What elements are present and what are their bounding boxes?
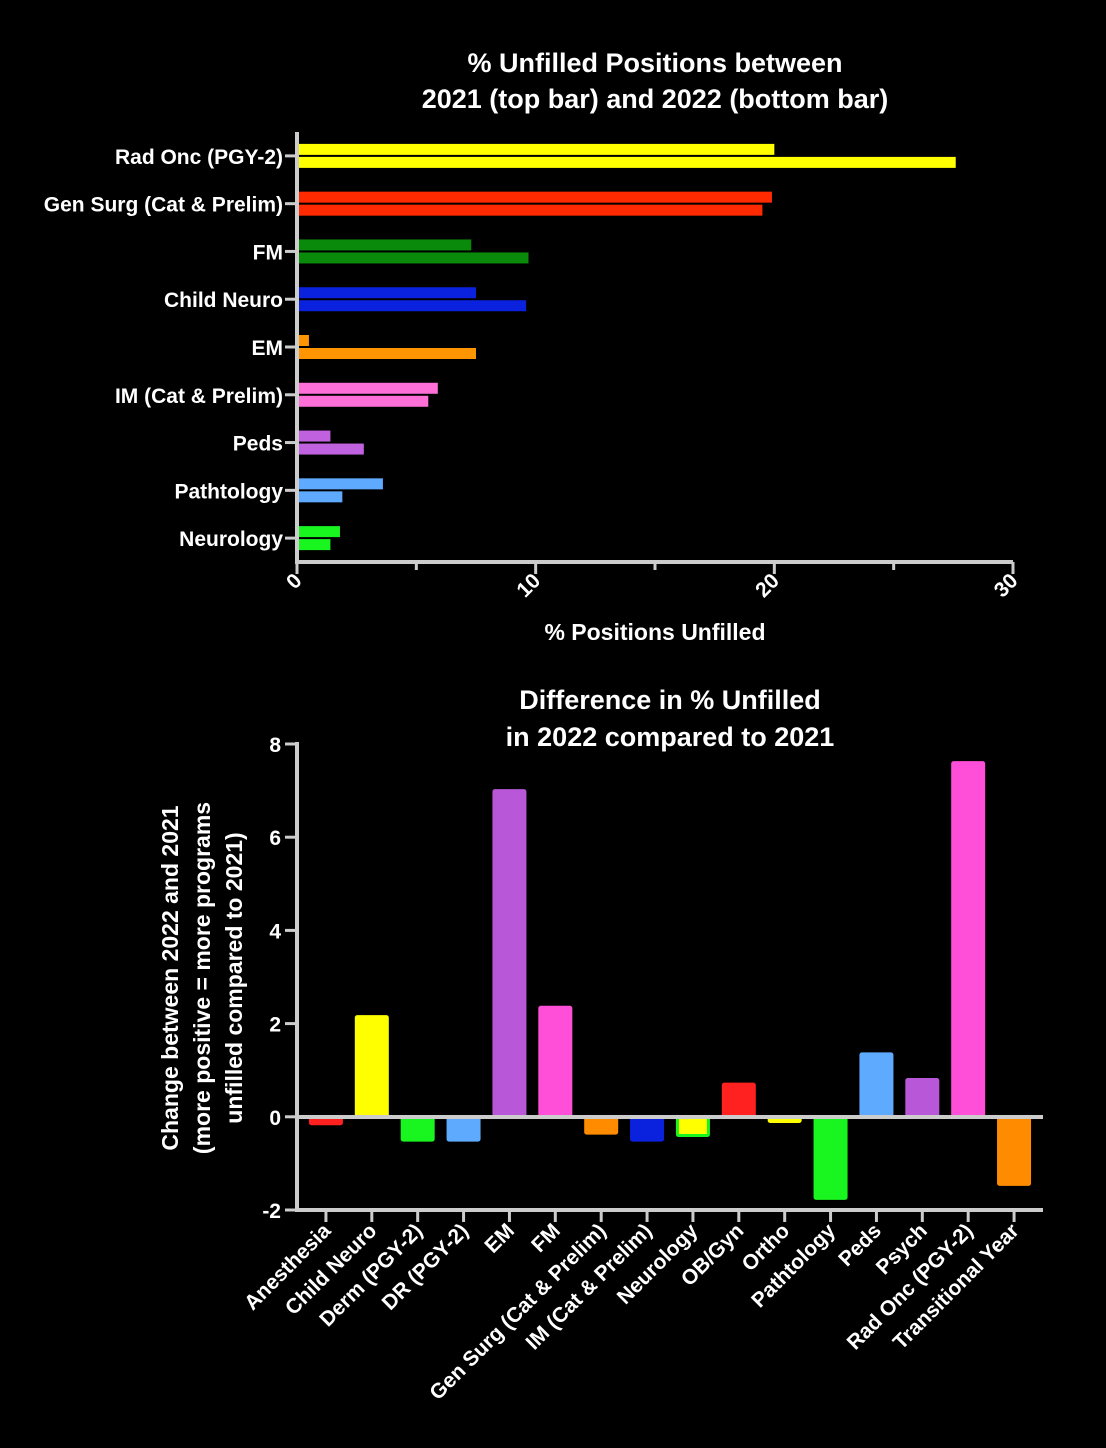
y-tick-label-8: 8 <box>269 734 281 757</box>
chart-difference-unfilled: Difference in % Unfilled in 2022 compare… <box>157 685 1043 1405</box>
bar-diff-gen-surg-cat-prelim <box>584 1115 619 1135</box>
bar-2021-im-cat-prelim <box>297 382 438 394</box>
bar-2021-gen-surg-cat-prelim <box>297 191 772 203</box>
bar-2022-peds <box>297 443 364 455</box>
y-tick-label-fm: FM <box>253 241 283 264</box>
chart1-title-line2: 2021 (top bar) and 2022 (bottom bar) <box>422 84 889 114</box>
y-tick-label-6: 6 <box>269 827 281 850</box>
bar-2022-rad-onc-pgy-2 <box>297 156 956 168</box>
bar-2021-peds <box>297 430 331 442</box>
chart-unfilled-positions: % Unfilled Positions between 2021 (top b… <box>44 48 1023 645</box>
x-tick-label-0: 0 <box>282 569 307 594</box>
y-tick-label-rad-onc-pgy-2: Rad Onc (PGY-2) <box>115 146 283 169</box>
bar-diff-neurology <box>675 1115 710 1137</box>
chart1-title-line1: % Unfilled Positions between <box>467 48 842 78</box>
y-tick-label-0: 0 <box>269 1107 281 1130</box>
bar-diff-dr-pgy-2 <box>446 1115 481 1142</box>
y-tick-label-gen-surg-cat-prelim: Gen Surg (Cat & Prelim) <box>44 194 283 217</box>
y-tick-label-peds: Peds <box>233 433 283 456</box>
y-tick-label-4: 4 <box>269 920 281 943</box>
x-tick-label-20: 20 <box>751 569 784 602</box>
bar-2022-neurology <box>297 539 331 551</box>
chart2-ylabel-line3: unfilled compared to 2021) <box>221 832 247 1123</box>
bar-2022-fm <box>297 252 529 264</box>
bar-2021-fm <box>297 239 472 251</box>
x-tick-label-10: 10 <box>512 569 545 602</box>
bar-2022-pathtology <box>297 491 343 503</box>
bar-2022-im-cat-prelim <box>297 395 429 407</box>
y-tick-label-child-neuro: Child Neuro <box>164 289 283 312</box>
bar-2021-pathtology <box>297 478 383 490</box>
y-tick-label-neurology: Neurology <box>179 528 283 551</box>
bar-diff-pathtology <box>813 1115 848 1200</box>
bar-diff-ob-gyn <box>721 1082 756 1119</box>
y-tick-label-em: EM <box>252 337 284 360</box>
bar-2021-neurology <box>297 526 340 538</box>
bar-diff-psych <box>905 1078 940 1119</box>
bar-2021-em <box>297 335 309 346</box>
x-tick-label-30: 30 <box>990 569 1023 602</box>
x-tick-label-fm: FM <box>527 1219 565 1257</box>
bar-2022-gen-surg-cat-prelim <box>297 204 763 216</box>
x-tick-label-em: EM <box>480 1219 519 1258</box>
bar-diff-derm-pgy-2 <box>400 1115 435 1142</box>
bar-diff-transitional-year <box>997 1115 1032 1186</box>
y-tick-label-pathtology: Pathtology <box>175 480 284 503</box>
bar-diff-em <box>492 789 527 1119</box>
bar-diff-fm <box>538 1005 573 1119</box>
bar-2022-child-neuro <box>297 300 527 312</box>
chart2-title-line1: Difference in % Unfilled <box>519 685 821 715</box>
bar-diff-child-neuro <box>354 1015 389 1119</box>
chart2-title-line2: in 2022 compared to 2021 <box>506 722 835 752</box>
bar-2021-child-neuro <box>297 287 476 299</box>
chart2-y-axis-label: Change between 2022 and 2021 (more posit… <box>157 802 247 1154</box>
bar-diff-rad-onc-pgy-2 <box>951 761 986 1119</box>
bar-2021-rad-onc-pgy-2 <box>297 143 775 155</box>
chart1-x-axis-label: % Positions Unfilled <box>544 619 765 645</box>
y-tick-label-2: 2 <box>269 1014 281 1037</box>
bar-diff-im-cat-prelim <box>630 1115 665 1142</box>
y-tick-label--2: -2 <box>262 1200 281 1223</box>
bar-2022-em <box>297 348 476 359</box>
chart2-ylabel-line1: Change between 2022 and 2021 <box>157 805 183 1150</box>
y-tick-label-im-cat-prelim: IM (Cat & Prelim) <box>115 385 283 408</box>
chart2-ylabel-line2: (more positive = more programs <box>189 802 215 1154</box>
bar-diff-peds <box>859 1052 894 1119</box>
